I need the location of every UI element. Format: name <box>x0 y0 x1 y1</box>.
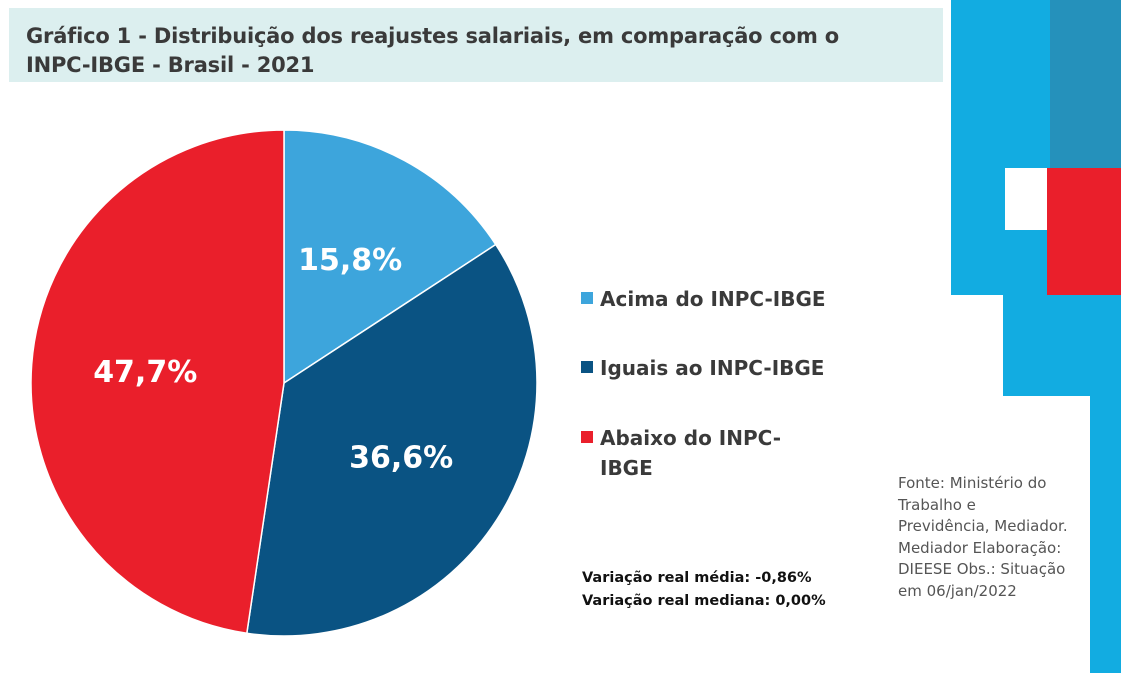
legend-swatch-acima <box>581 292 593 304</box>
pie-slice-acima <box>283 129 497 385</box>
decor-light-blue-mid <box>1003 295 1121 396</box>
pie-label-acima: 15,8% <box>298 243 402 278</box>
decor-steel-blue <box>1050 0 1121 168</box>
source-note: Fonte: Ministério do Trabalho e Previdên… <box>898 474 1068 600</box>
pie-slice-abaixo <box>30 129 285 635</box>
decor-light-blue-top <box>951 0 1050 295</box>
legend-label-acima: Acima do INPC-IBGE <box>600 287 826 311</box>
pie-label-iguais: 36,6% <box>349 441 453 476</box>
legend-swatch-iguais <box>581 361 593 373</box>
chart-title: Gráfico 1 - Distribuição dos reajustes s… <box>26 24 840 77</box>
stats-block: Variação real média: -0,86% Variação rea… <box>582 567 826 613</box>
decor-red-block <box>1047 168 1121 295</box>
pie-slice-iguais <box>245 243 538 637</box>
title-bar: Gráfico 1 - Distribuição dos reajustes s… <box>9 8 943 82</box>
legend-label-abaixo: Abaixo do INPC-IBGE <box>600 426 782 480</box>
legend-swatch-abaixo <box>581 431 593 443</box>
median-variation: Variação real mediana: 0,00% <box>582 593 826 609</box>
pie-chart: 15,8% 36,6% 47,7% <box>30 129 538 637</box>
decor-white-notch <box>1005 168 1047 230</box>
decor-light-blue-bottom <box>1090 396 1121 673</box>
mean-variation: Variação real média: -0,86% <box>582 570 812 586</box>
legend-label-iguais: Iguais ao INPC-IBGE <box>600 356 825 380</box>
pie-label-abaixo: 47,7% <box>93 355 197 390</box>
